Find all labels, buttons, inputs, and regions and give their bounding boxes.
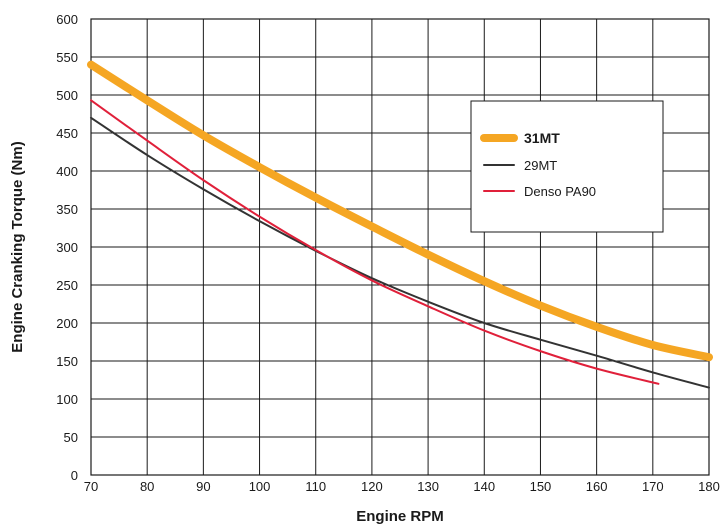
x-tick-label: 120 — [361, 479, 383, 494]
legend-label-29mt: 29MT — [524, 158, 557, 173]
series-line-31mt — [87, 60, 713, 362]
x-tick-label: 90 — [196, 479, 210, 494]
y-tick-label: 400 — [56, 164, 78, 179]
x-tick-label: 100 — [249, 479, 271, 494]
legend-label-31mt: 31MT — [524, 130, 560, 146]
axes: 70 80 90 100 110 120 130 140 150 160 170 180 0 50 100 1… — [56, 12, 720, 494]
y-tick-label: 0 — [71, 468, 78, 483]
y-tick-label: 100 — [56, 392, 78, 407]
x-tick-label: 80 — [140, 479, 154, 494]
y-tick-label: 600 — [56, 12, 78, 27]
y-tick-label: 200 — [56, 316, 78, 331]
y-tick-label: 350 — [56, 202, 78, 217]
x-tick-label: 140 — [473, 479, 495, 494]
y-tick-label: 50 — [64, 430, 78, 445]
x-tick-label: 180 — [698, 479, 720, 494]
y-tick-label: 250 — [56, 278, 78, 293]
y-tick-label: 500 — [56, 88, 78, 103]
grid — [90, 18, 710, 476]
x-tick-label: 170 — [642, 479, 664, 494]
legend-box — [470, 100, 664, 233]
x-tick-label: 70 — [84, 479, 98, 494]
y-tick-label: 300 — [56, 240, 78, 255]
series-line-29mt — [90, 116, 710, 389]
series-line-denso-pa90 — [90, 99, 660, 385]
x-axis-title: Engine RPM — [356, 508, 444, 525]
x-tick-label: 130 — [417, 479, 439, 494]
x-tick-label: 110 — [305, 479, 326, 494]
y-axis-title: Engine Cranking Torque (Nm) — [9, 141, 26, 352]
legend-label-denso-pa90: Denso PA90 — [524, 184, 596, 199]
x-tick-label: 160 — [586, 479, 608, 494]
y-tick-label: 450 — [56, 126, 78, 141]
x-tick-label: 150 — [530, 479, 552, 494]
y-tick-label: 550 — [56, 50, 78, 65]
legend: 31MT 29MT Denso PA90 — [470, 100, 664, 233]
plot-frame — [90, 18, 710, 476]
series-lines — [87, 60, 713, 389]
y-tick-label: 150 — [56, 354, 78, 369]
